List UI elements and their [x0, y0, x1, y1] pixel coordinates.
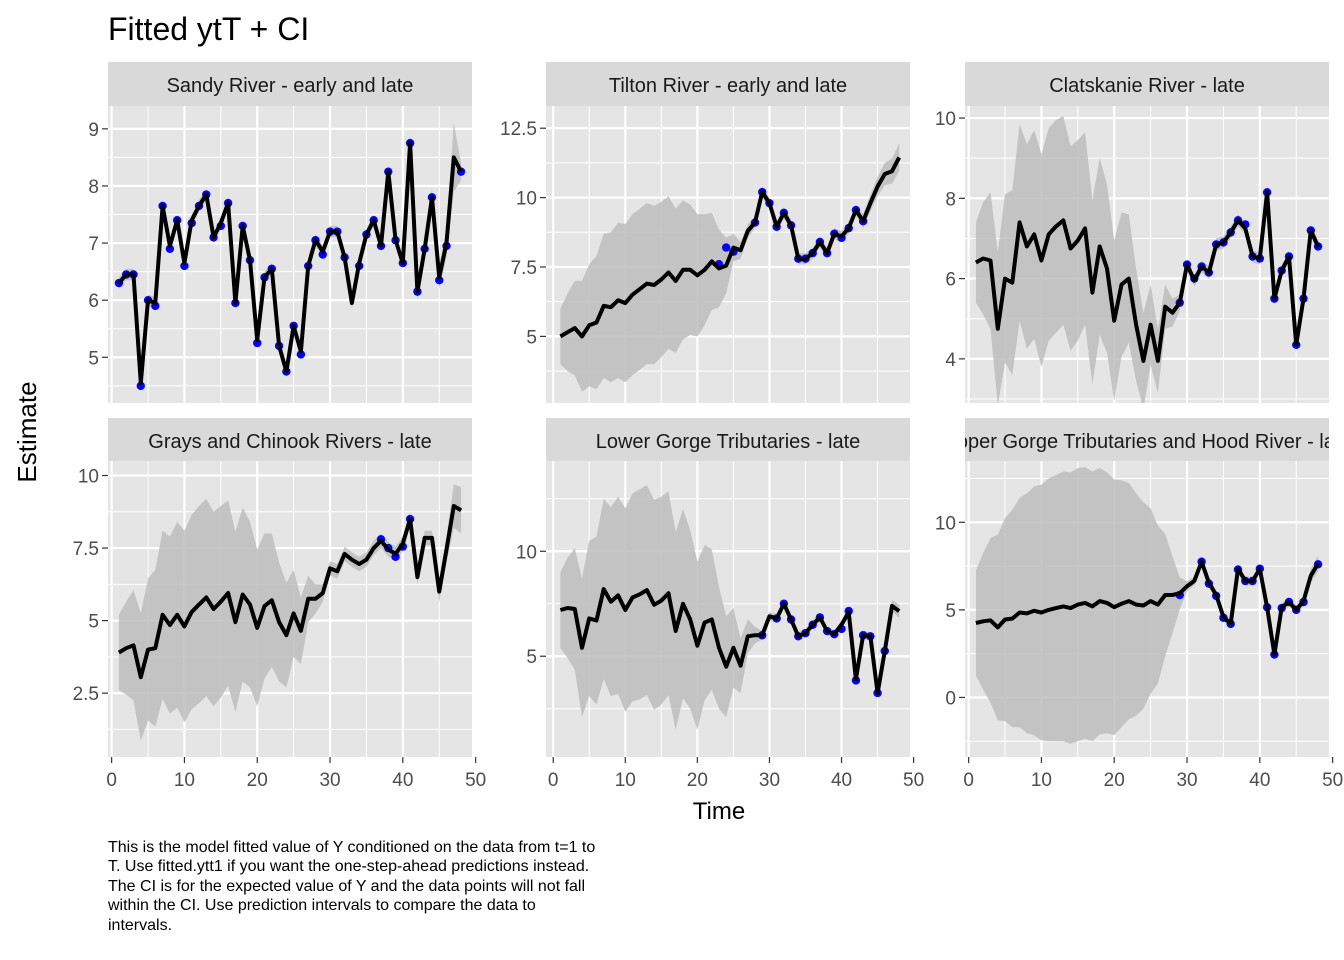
x-tick-label: 10 [1031, 770, 1052, 791]
y-tick-label: 5 [945, 601, 956, 622]
fitted-line [117, 141, 463, 385]
data-point [165, 244, 175, 253]
x-tick-label: 30 [759, 770, 780, 791]
data-point [318, 250, 327, 259]
y-tick-label: 10 [935, 109, 956, 130]
ci-ribbon [975, 116, 1319, 403]
facet-panel: Tilton River - early and late 5 7.5 10 12.5 [500, 62, 915, 403]
y-tick-label: 12.5 [500, 119, 537, 140]
y-tick-label: 10 [78, 467, 99, 488]
x-tick-label: 20 [1104, 770, 1125, 791]
y-axis-label: Estimate [12, 381, 42, 482]
facet-strip-label: Lower Gorge Tributaries - late [596, 431, 861, 453]
x-tick-label: 50 [465, 770, 486, 791]
y-tick-label: 5 [526, 647, 537, 668]
x-axis-label: Time [693, 798, 745, 825]
caption-line: This is the model fitted value of Y cond… [108, 839, 596, 856]
y-tick-label: 2.5 [73, 684, 99, 705]
y-tick-label: 8 [945, 189, 956, 210]
x-tick-label: 50 [1322, 770, 1343, 791]
y-tick-label: 7.5 [511, 258, 537, 279]
facet-strip [546, 418, 910, 461]
plot-area [117, 484, 463, 741]
y-tick-label: 5 [526, 327, 537, 348]
facet-panels: Sandy River - early and late 5 6 7 8 9 Tilton … [73, 62, 1344, 791]
y-tick-label: 4 [945, 350, 956, 371]
chart-caption: This is the model fitted value of Y cond… [108, 838, 748, 935]
ci-ribbon [560, 143, 900, 392]
facet-strip [965, 418, 1329, 461]
x-tick-label: 20 [247, 770, 268, 791]
data-point [296, 350, 306, 359]
caption-line: The CI is for the expected value of Y an… [108, 877, 586, 895]
x-tick-label: 0 [963, 770, 974, 791]
data-point [721, 243, 731, 252]
plot-area [975, 467, 1323, 744]
y-tick-label: 7.5 [73, 539, 99, 560]
y-tick-label: 10 [516, 542, 537, 563]
fitted-line [117, 504, 463, 680]
x-tick-label: 30 [319, 770, 340, 791]
y-tick-label: 10 [935, 513, 956, 534]
y-tick-label: 6 [945, 270, 956, 291]
fitted-line [974, 190, 1320, 363]
plot-area [559, 143, 901, 392]
facet-strip-label: Tilton River - early and late [609, 75, 847, 97]
facet-strip-label: Grays and Chinook Rivers - late [148, 431, 431, 453]
facet-strip-label: Sandy River - early and late [167, 75, 414, 97]
chart-title: Fitted ytT + CI [108, 11, 309, 47]
fitted-line [559, 156, 901, 339]
facet-strip-label: Clatskanie River - late [1049, 75, 1245, 97]
facet-strip [108, 418, 472, 461]
y-tick-label: 8 [88, 177, 99, 198]
ci-ribbon [560, 485, 900, 730]
facet-strip [108, 62, 472, 106]
plot-area [974, 116, 1323, 403]
x-tick-label: 40 [392, 770, 413, 791]
facet-strip [546, 62, 910, 106]
x-tick-label: 40 [1249, 770, 1270, 791]
fitted-line [975, 559, 1320, 657]
facet-panel: Clatskanie River - late 4 6 8 10 [935, 62, 1334, 403]
fitted-line [559, 587, 901, 695]
x-tick-label: 0 [548, 770, 559, 791]
x-tick-label: 30 [1176, 770, 1197, 791]
facet-panel: Lower Gorge Tributaries - late 5 10 0 10 20 30… [516, 418, 924, 791]
y-tick-label: 9 [88, 120, 99, 141]
data-point [435, 276, 444, 285]
x-tick-label: 20 [687, 770, 708, 791]
facet-panel: Sandy River - early and late 5 6 7 8 9 [88, 62, 477, 403]
x-tick-label: 10 [615, 770, 636, 791]
plot-area [559, 485, 901, 730]
caption-line: within the CI. Use prediction intervals … [108, 897, 536, 915]
y-tick-label: 0 [945, 688, 956, 709]
data-point [180, 261, 189, 271]
facet-panel: Upper Gorge Tributaries and Hood River -… [935, 418, 1344, 791]
data-point [253, 338, 262, 348]
data-point [136, 381, 145, 391]
y-tick-label: 5 [88, 348, 99, 369]
y-tick-label: 10 [516, 189, 537, 210]
caption-line: intervals. [108, 916, 173, 934]
caption-line: T. Use fitted.ytt1 if you want the one-s… [108, 858, 590, 876]
x-tick-label: 50 [903, 770, 924, 791]
plot-area [114, 123, 466, 391]
y-tick-label: 6 [88, 291, 99, 312]
x-tick-label: 40 [831, 770, 852, 791]
x-tick-label: 0 [106, 770, 117, 791]
facet-strip [965, 62, 1329, 106]
facet-panel: Grays and Chinook Rivers - late 2.5 5 7.5 10… [73, 418, 486, 791]
y-tick-label: 7 [88, 234, 99, 255]
facet-strip-label: Upper Gorge Tributaries and Hood River -… [942, 431, 1344, 453]
x-tick-label: 10 [174, 770, 195, 791]
y-tick-label: 5 [88, 612, 99, 633]
